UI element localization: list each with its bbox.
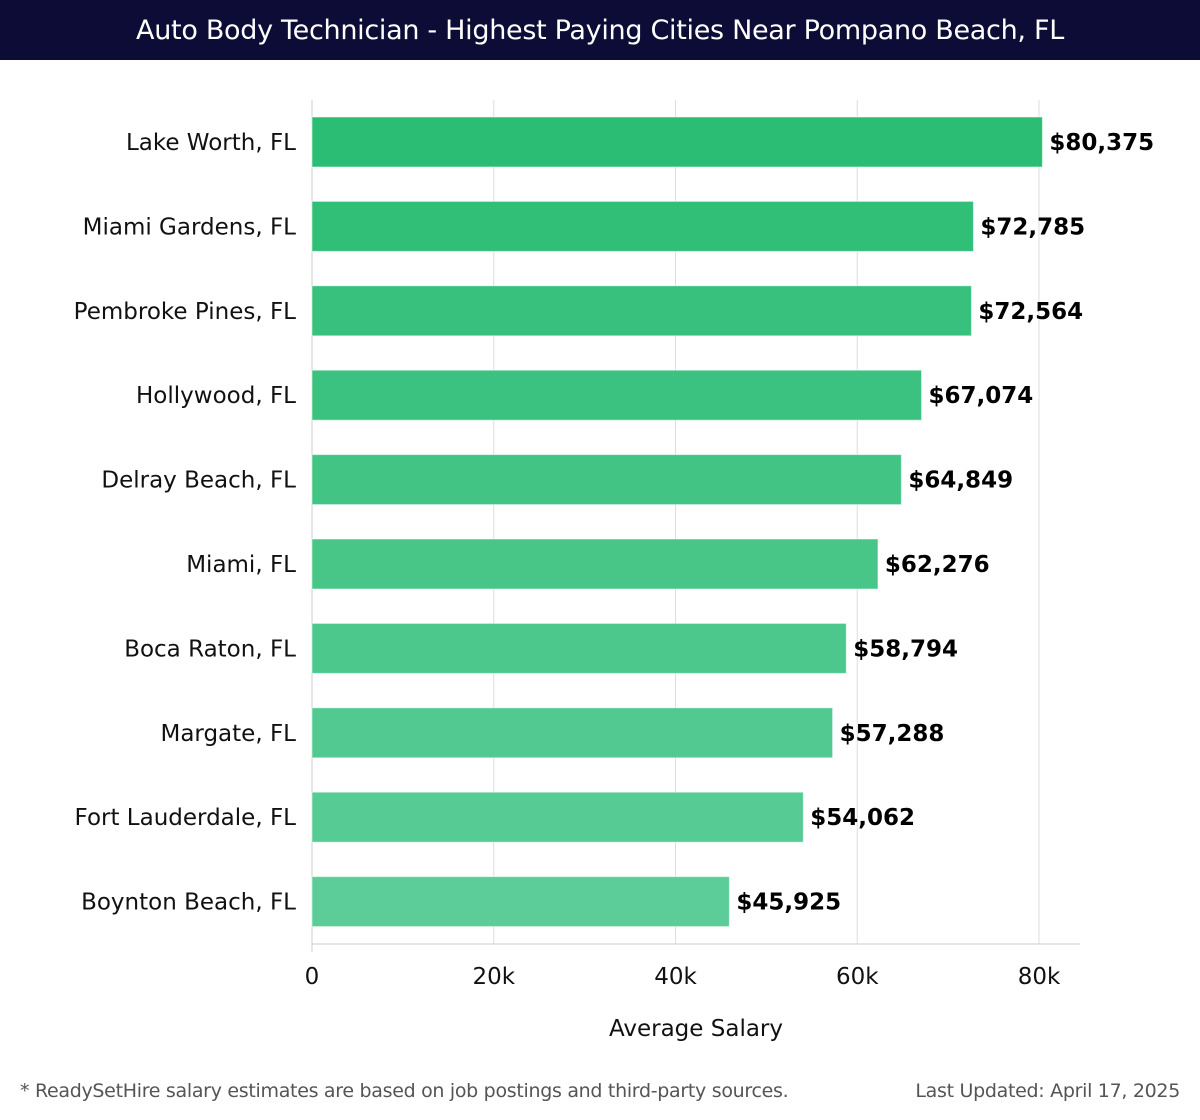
category-label: Lake Worth, FL: [126, 130, 296, 156]
x-tick-label: 0: [305, 964, 320, 990]
bar: [311, 538, 879, 590]
bars: [311, 116, 1043, 928]
category-label: Delray Beach, FL: [101, 468, 296, 494]
bar: [311, 116, 1043, 168]
value-label: $54,062: [810, 805, 915, 831]
bar: [311, 200, 974, 252]
category-label: Margate, FL: [160, 721, 296, 747]
category-label: Fort Lauderdale, FL: [75, 805, 297, 831]
value-label: $72,785: [980, 214, 1085, 240]
value-label: $58,794: [853, 636, 958, 662]
category-label: Hollywood, FL: [136, 383, 296, 409]
bar: [311, 876, 730, 928]
x-tick-label: 80k: [1018, 964, 1061, 990]
category-label: Boynton Beach, FL: [81, 890, 296, 916]
chart-header: Auto Body Technician - Highest Paying Ci…: [0, 0, 1200, 60]
bar: [311, 285, 972, 337]
last-updated: Last Updated: April 17, 2025: [915, 1080, 1180, 1102]
x-tick-label: 40k: [654, 964, 697, 990]
value-label: $80,375: [1049, 130, 1154, 156]
category-label: Boca Raton, FL: [124, 636, 296, 662]
footer-disclaimer: * ReadySetHire salary estimates are base…: [20, 1080, 789, 1102]
value-label: $45,925: [736, 890, 841, 916]
bar: [311, 622, 847, 674]
value-label: $72,564: [978, 299, 1083, 325]
category-label: Pembroke Pines, FL: [74, 299, 297, 325]
x-tick-label: 60k: [836, 964, 879, 990]
category-label: Miami, FL: [186, 552, 296, 578]
bar: [311, 454, 902, 506]
x-tick-label: 20k: [472, 964, 515, 990]
value-labels: $80,375 $72,785 $72,564 $67,074 $64,849 $62,2…: [736, 130, 1154, 916]
value-label: $64,849: [908, 468, 1013, 494]
x-axis: 0 20k 40k 60k 80k: [305, 943, 1080, 990]
x-axis-title: Average Salary: [609, 1016, 783, 1042]
bar-chart: Lake Worth, FL Miami Gardens, FL Pembroke …: [74, 100, 1154, 1042]
value-label: $57,288: [840, 721, 945, 747]
category-labels: Lake Worth, FL Miami Gardens, FL Pembroke …: [74, 130, 297, 916]
bar: [311, 707, 834, 759]
category-label: Miami Gardens, FL: [83, 214, 297, 240]
value-label: $67,074: [929, 383, 1034, 409]
bar: [311, 369, 923, 421]
bar: [311, 791, 804, 843]
chart-title: Auto Body Technician - Highest Paying Ci…: [136, 14, 1064, 46]
value-label: $62,276: [885, 552, 990, 578]
